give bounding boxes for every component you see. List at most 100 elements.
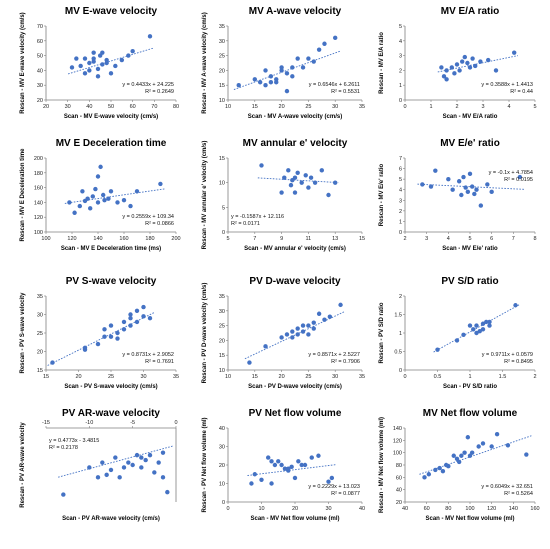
data-point <box>462 450 467 455</box>
y-axis-label: Rescan - MV A-wave velocity (cm/s) <box>202 12 208 113</box>
data-point <box>451 453 456 458</box>
y-tick-label: 2 <box>399 209 402 215</box>
x-tick-label: 2 <box>533 374 536 380</box>
data-point <box>299 462 304 468</box>
data-point <box>474 187 479 192</box>
x-axis-label: Scan - PV S/D ratio <box>443 384 497 390</box>
y-tick-label: 1 <box>399 83 402 89</box>
x-axis-label: Scan - MV E-wave velocity (cm/s) <box>64 114 158 120</box>
data-point <box>108 467 114 473</box>
x-tick-label: 30 <box>332 104 338 110</box>
chart-title: MV E/A ratio <box>441 6 500 17</box>
data-point <box>316 311 322 316</box>
x-tick-label: 10 <box>258 506 264 512</box>
y-tick-label: 10 <box>219 98 225 104</box>
data-point <box>128 323 133 328</box>
data-point <box>467 453 473 458</box>
data-point <box>257 80 263 85</box>
x-tick-label: 4 <box>447 236 450 242</box>
data-point <box>295 326 300 331</box>
chart-panel: PV AR-wave velocity -15 -10 -5 0 Scan - PV AR… <box>20 408 178 522</box>
data-point <box>326 192 331 198</box>
data-point <box>461 332 466 338</box>
data-point <box>130 48 135 54</box>
data-point <box>268 80 274 85</box>
data-point <box>467 323 473 328</box>
data-point <box>102 334 107 339</box>
y-axis-label: Rescan - PV S/D ratio <box>379 302 385 363</box>
data-point <box>108 189 114 194</box>
data-point <box>102 197 107 203</box>
data-point <box>259 477 264 482</box>
chart-panel: PV D-wave velocity 10 15 20 25 30 35 10 15 20 25 30… <box>202 276 365 390</box>
data-point <box>426 472 432 477</box>
data-point <box>82 56 88 61</box>
x-axis-label: Scan - MV E/e' ratio <box>442 246 498 252</box>
data-point <box>290 65 295 70</box>
data-point <box>480 321 486 326</box>
x-tick-label: 80 <box>173 104 179 110</box>
data-point <box>300 323 306 328</box>
x-tick-label: 11 <box>306 236 312 242</box>
data-point <box>480 441 486 446</box>
data-point <box>115 200 120 205</box>
data-point <box>480 327 486 332</box>
chart-title: MV annular e' velocity <box>243 138 348 149</box>
data-point <box>296 459 301 464</box>
data-point <box>450 187 455 192</box>
data-point <box>128 316 133 321</box>
y-tick-label: 20 <box>396 500 402 506</box>
data-point <box>456 459 462 465</box>
x-tick-label: 140 <box>93 236 102 242</box>
r-squared-label: R² = 0.5531 <box>331 89 360 95</box>
chart-title: PV AR-wave velocity <box>62 408 160 419</box>
data-point <box>284 88 290 94</box>
data-point <box>486 57 491 63</box>
data-point <box>165 489 170 495</box>
trend-line <box>64 188 166 204</box>
x-tick-label: 100 <box>41 236 50 242</box>
data-point <box>156 460 161 465</box>
x-tick-label: -15 <box>42 420 50 426</box>
data-point <box>134 319 140 325</box>
data-point <box>311 59 316 64</box>
data-point <box>469 450 475 455</box>
r-squared-label: R² = 0.2178 <box>49 445 78 451</box>
data-point <box>93 186 98 192</box>
chart-title: PV D-wave velocity <box>249 276 341 287</box>
x-tick-label: 6 <box>490 236 493 242</box>
x-tick-label: 30 <box>140 374 146 380</box>
data-point <box>295 56 300 61</box>
y-tick-label: 5 <box>222 205 225 211</box>
data-point <box>484 319 489 325</box>
data-point <box>322 317 327 322</box>
trend-equation: y = -0.1587x + 12.116 <box>231 214 284 220</box>
y-axis-label: Rescan - MV Net flow volume (ml) <box>379 417 385 513</box>
data-point <box>428 184 434 189</box>
y-tick-label: 25 <box>37 331 43 337</box>
data-point <box>326 479 331 484</box>
x-tick-label: 35 <box>359 104 365 110</box>
data-point <box>263 83 268 88</box>
data-point <box>467 65 473 70</box>
x-tick-label: 200 <box>171 236 180 242</box>
trend-line <box>67 47 155 75</box>
data-point <box>444 77 449 82</box>
trend-equation: y = 0.9711x + 0.0579 <box>482 352 533 358</box>
chart-panel: MV E Deceleration time 100 120 140 160 180 200… <box>20 138 181 252</box>
data-point <box>87 465 92 470</box>
y-axis-label: Rescan - MV E-wave velocity (cm/s) <box>20 12 26 113</box>
x-tick-label: 100 <box>465 506 474 512</box>
x-tick-label: 0 <box>174 420 177 426</box>
x-tick-label: 25 <box>305 104 311 110</box>
y-tick-label: 160 <box>34 186 43 192</box>
y-axis-label: Rescan - PV S-wave velocity <box>20 292 26 374</box>
x-tick-label: 80 <box>445 506 451 512</box>
data-point <box>477 328 482 334</box>
x-tick-label: 5 <box>468 236 471 242</box>
data-point <box>134 452 140 458</box>
data-point <box>143 457 148 463</box>
y-tick-label: 140 <box>34 200 43 206</box>
trend-equation: y = 0.6049x + 32.651 <box>481 484 533 490</box>
y-tick-label: 25 <box>219 54 225 60</box>
